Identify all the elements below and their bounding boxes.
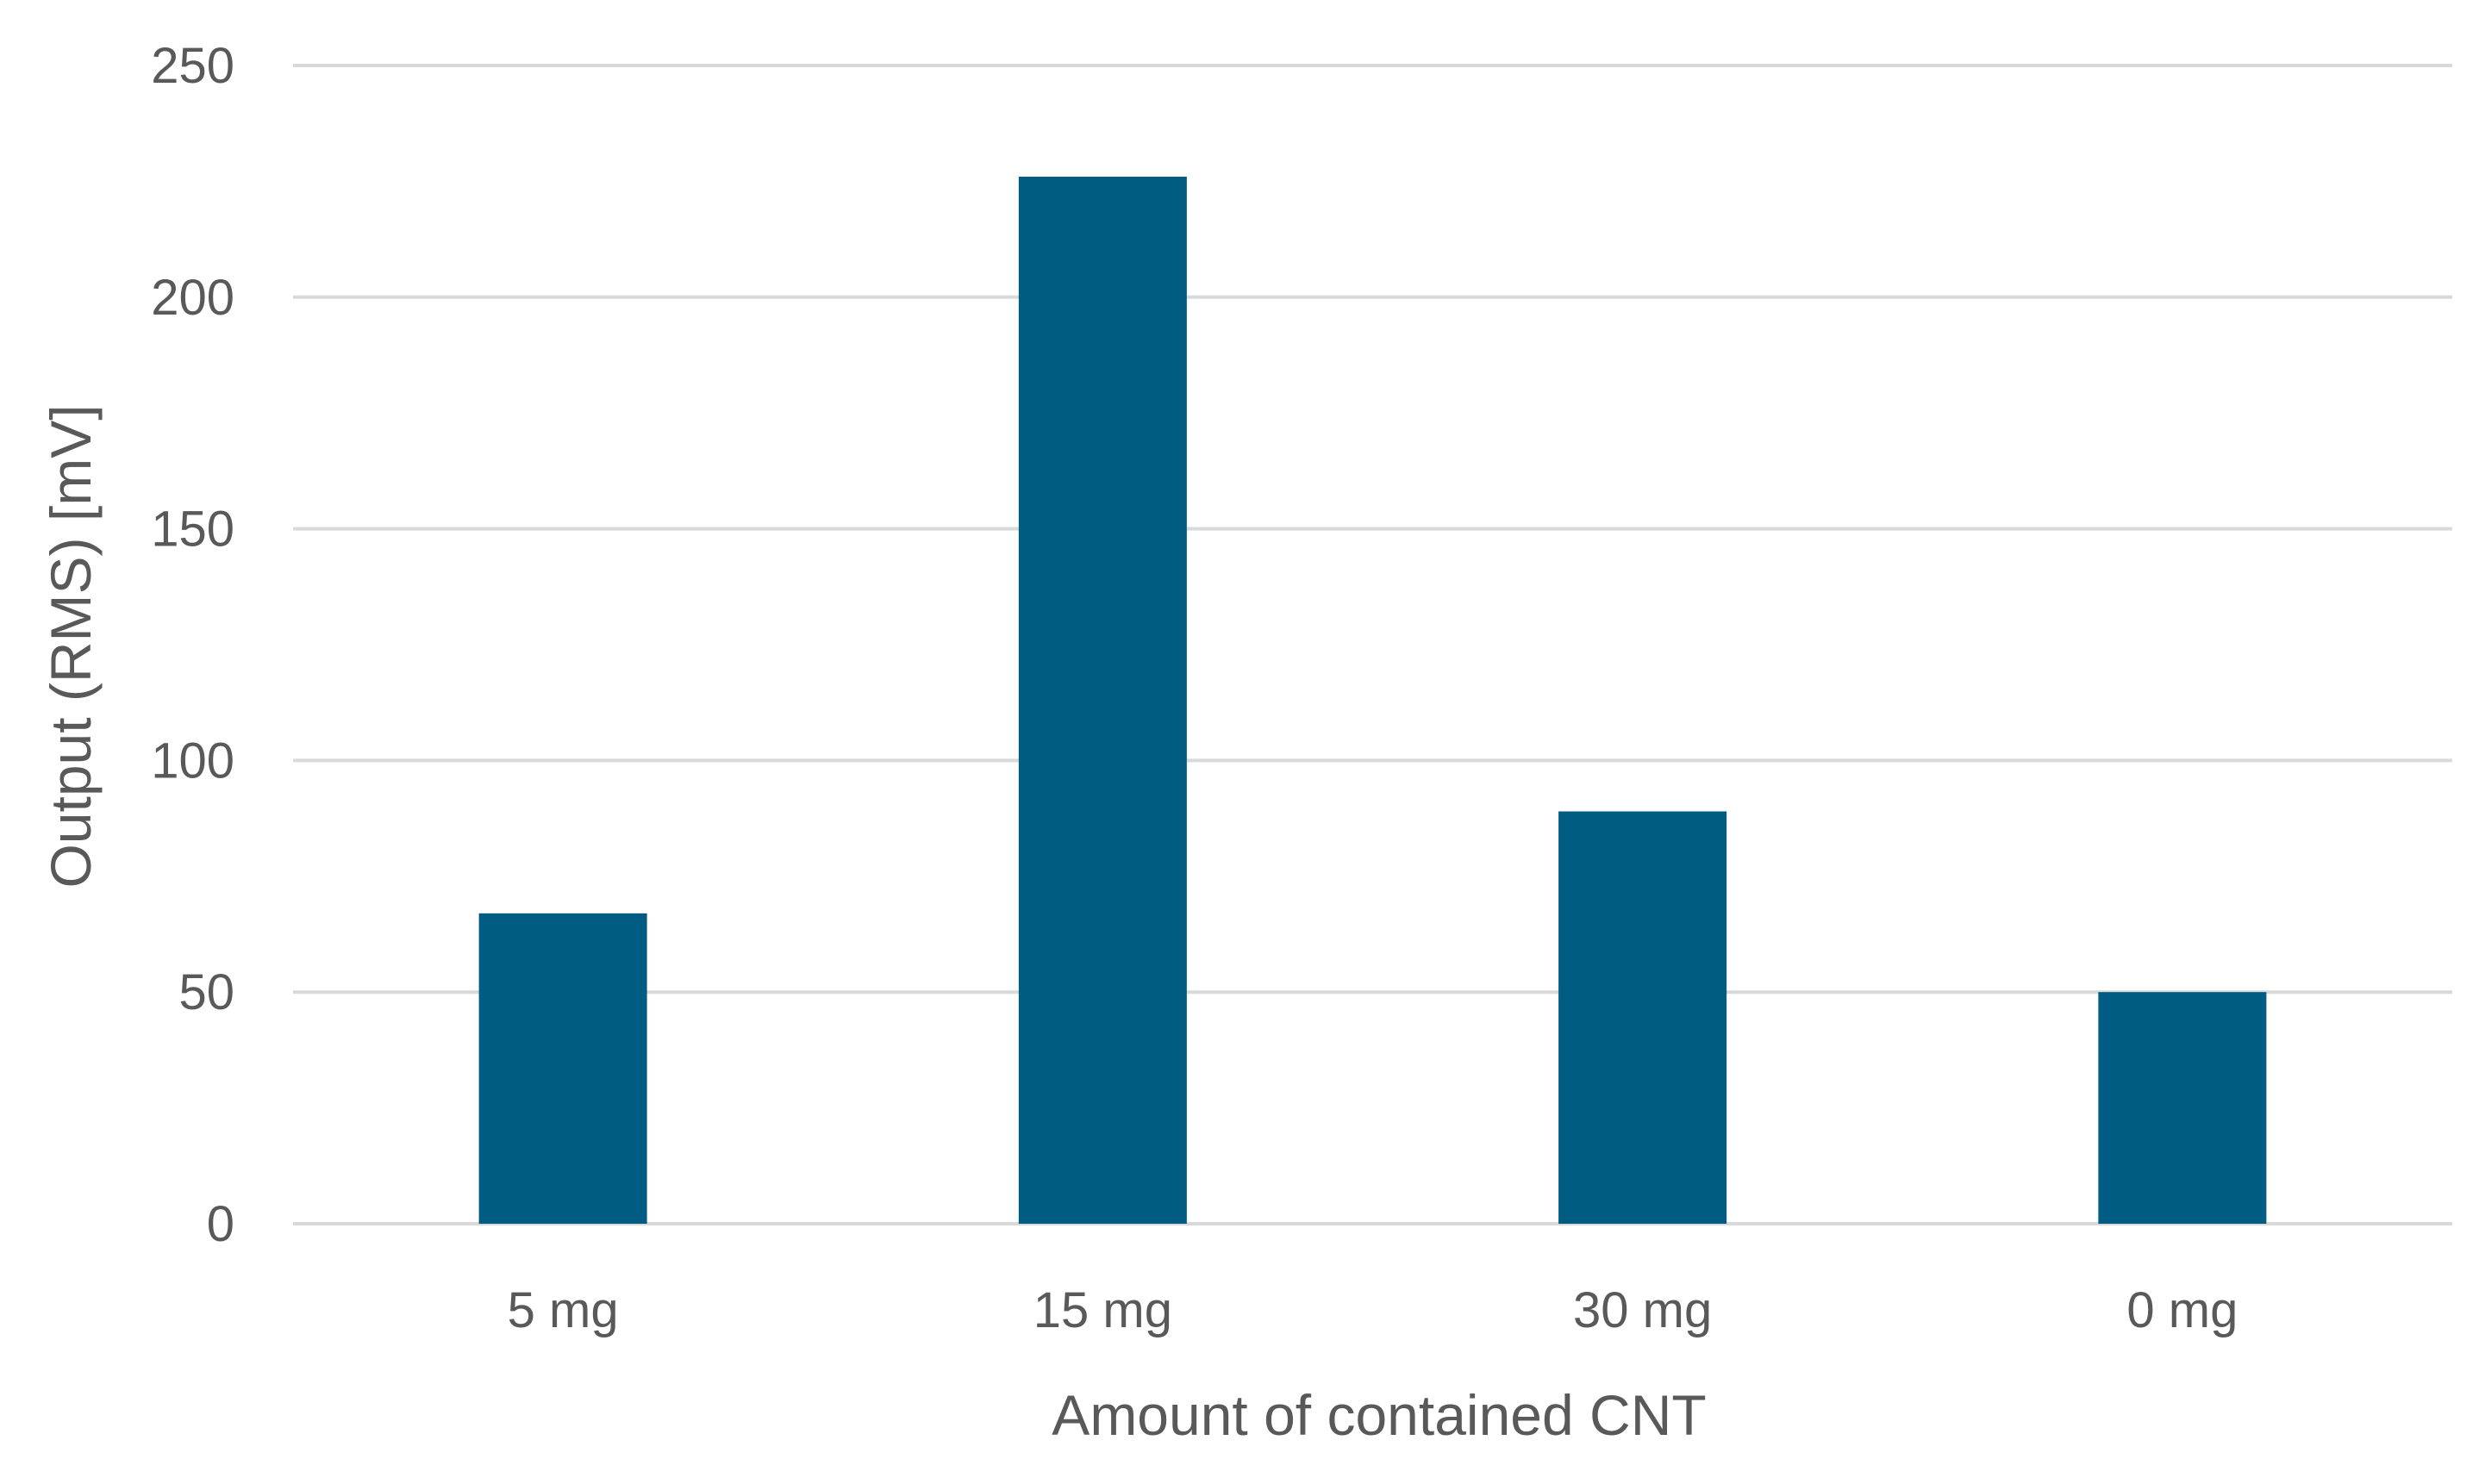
y-tick-label: 150 (151, 502, 234, 558)
y-axis-title: Output (RMS) [mV] (39, 404, 103, 888)
x-axis-title: Amount of contained CNT (1052, 1383, 1706, 1447)
bar (1018, 177, 1187, 1224)
y-tick-label: 200 (151, 270, 234, 326)
x-axis-categories: 5 mg 15 mg 30 mg 0 mg (508, 1282, 2238, 1338)
bar (478, 913, 647, 1224)
x-category-label: 5 mg (508, 1282, 619, 1338)
y-tick-label: 50 (178, 964, 234, 1020)
bar (2098, 992, 2267, 1224)
y-tick-label: 250 (151, 38, 234, 94)
y-tick-label: 0 (207, 1196, 234, 1252)
x-category-label: 15 mg (1033, 1282, 1172, 1338)
gridlines (293, 64, 2452, 1225)
bars (478, 177, 2267, 1224)
bar (1558, 811, 1727, 1224)
y-axis-ticks: 0 50 100 150 200 250 (151, 38, 234, 1252)
x-category-label: 0 mg (2126, 1282, 2238, 1338)
y-tick-label: 100 (151, 733, 234, 789)
x-category-label: 30 mg (1573, 1282, 1712, 1338)
